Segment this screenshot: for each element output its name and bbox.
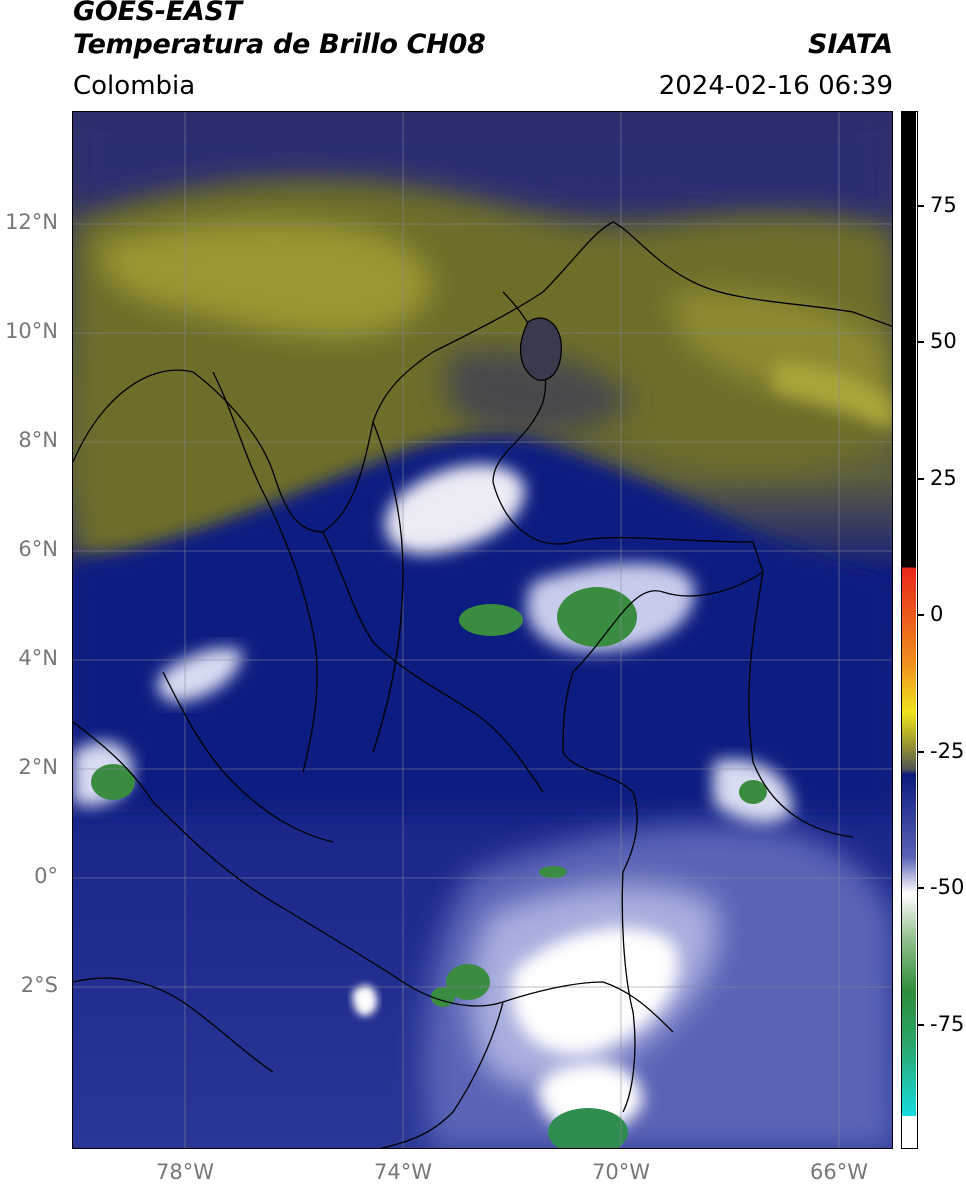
- cold-cloud-top: [739, 780, 767, 804]
- graticule: [73, 112, 892, 1148]
- colorbar-tick: [918, 478, 924, 480]
- lat-label-6n: 6°N: [18, 537, 58, 561]
- colorbar-tick: [918, 751, 924, 753]
- colorbar: [901, 111, 918, 1149]
- product-title: Temperatura de Brillo CH08: [73, 29, 486, 60]
- cold-cloud-top: [446, 964, 490, 1000]
- lon-label-66w: 66°W: [810, 1160, 868, 1184]
- colorbar-tick: [918, 614, 924, 616]
- cold-cloud-top: [548, 1108, 628, 1148]
- region-label: Colombia: [73, 71, 196, 101]
- lon-label-74w: 74°W: [374, 1160, 432, 1184]
- colorbar-label-neg75: -75: [930, 1012, 965, 1036]
- lat-label-12n: 12°N: [5, 210, 58, 234]
- colorbar-label-75: 75: [930, 193, 957, 217]
- cloud-system-north: [385, 464, 525, 554]
- lon-label-78w: 78°W: [156, 1160, 214, 1184]
- colorbar-tick: [918, 1024, 924, 1026]
- source-label: SIATA: [807, 29, 893, 60]
- lat-label-2s: 2°S: [20, 973, 58, 997]
- lat-label-0: 0°: [34, 864, 58, 888]
- colorbar-label-neg50: -50: [930, 875, 965, 899]
- colorbar-tick: [918, 887, 924, 889]
- lon-label-70w: 70°W: [592, 1160, 650, 1184]
- cloud-system-south: [511, 927, 679, 1054]
- dry-core-west: [101, 221, 432, 338]
- colorbar-tick: [918, 205, 924, 207]
- colorbar-label-25: 25: [930, 466, 957, 490]
- colorbar-label-0: 0: [930, 602, 944, 626]
- satellite-title: GOES-EAST: [73, 0, 242, 27]
- satellite-map[interactable]: [72, 111, 893, 1149]
- lat-label-4n: 4°N: [18, 646, 58, 670]
- datetime-label: 2024-02-16 06:39: [658, 71, 893, 101]
- cold-cloud-top: [91, 764, 135, 800]
- colorbar-tick: [918, 341, 924, 343]
- cold-cloud-top: [557, 587, 637, 647]
- colorbar-label-50: 50: [930, 329, 957, 353]
- lat-label-10n: 10°N: [5, 319, 58, 343]
- lat-label-2n: 2°N: [18, 755, 58, 779]
- lat-label-8n: 8°N: [18, 428, 58, 452]
- country-borders: [73, 221, 892, 1148]
- lake-maracaibo: [519, 317, 562, 381]
- colorbar-label-neg25: -25: [930, 739, 965, 763]
- cold-cloud-top: [459, 604, 523, 636]
- upper-cool-band: [73, 112, 892, 225]
